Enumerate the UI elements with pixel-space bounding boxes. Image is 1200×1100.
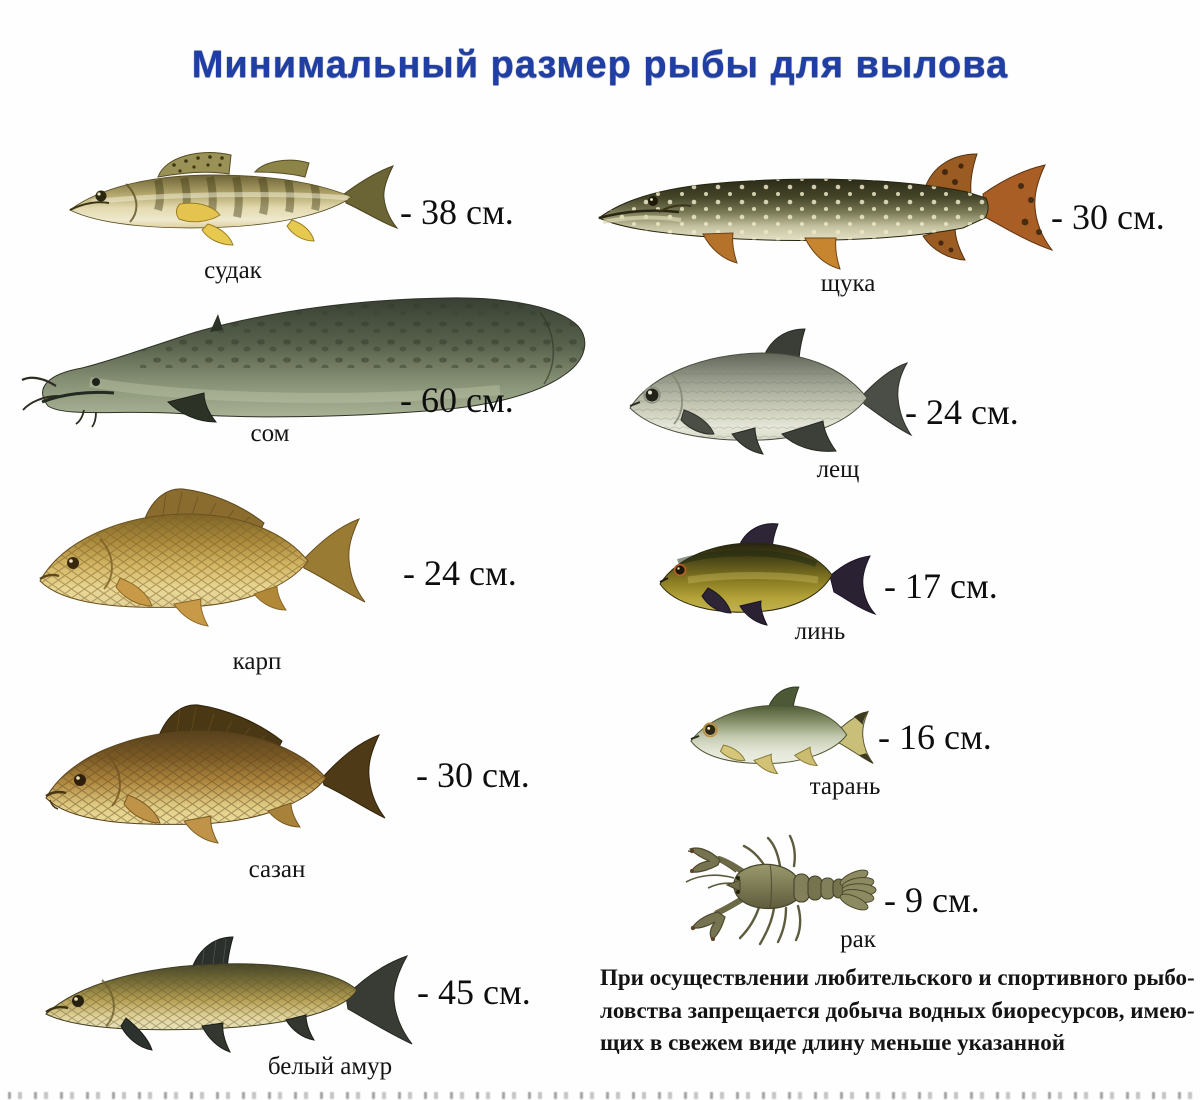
fish-size-sazan: - 30 см. bbox=[416, 755, 530, 795]
fish-size-bely-amur: - 45 см. bbox=[417, 972, 531, 1012]
fish-size-som: - 60 см. bbox=[400, 380, 514, 420]
som-fish-illustration bbox=[21, 297, 586, 428]
lin-figure bbox=[648, 518, 883, 640]
fish-name-karp: карп bbox=[232, 648, 282, 675]
bely-amur-figure bbox=[36, 926, 436, 1076]
fish-name-shchuka: щука bbox=[820, 270, 876, 297]
leshch-figure bbox=[616, 326, 916, 471]
sudak-fish-illustration bbox=[69, 152, 399, 246]
shchuka-figure bbox=[593, 138, 1058, 293]
fish-size-taran: - 16 см. bbox=[878, 717, 992, 757]
fish-size-shchuka: - 30 см. bbox=[1051, 197, 1165, 237]
karp-fish-illustration bbox=[39, 488, 366, 627]
fish-name-leshch: лещ bbox=[816, 456, 860, 483]
fish-size-sudak: - 38 см. bbox=[400, 192, 514, 232]
taran-figure bbox=[682, 682, 877, 794]
shchuka-fish-illustration bbox=[598, 153, 1054, 270]
cutoff-text-strip bbox=[8, 1092, 1192, 1099]
sazan-figure bbox=[30, 696, 425, 866]
fish-size-leshch: - 24 см. bbox=[905, 392, 1019, 432]
lin-fish-illustration bbox=[659, 523, 877, 626]
rak-crayfish-illustration bbox=[685, 834, 877, 946]
fish-name-som: сом bbox=[250, 420, 290, 447]
footnote-line-1: При осуществлении любительского и спорти… bbox=[600, 965, 1195, 990]
fish-size-karp: - 24 см. bbox=[403, 553, 517, 593]
fish-name-bely-amur: белый амур bbox=[267, 1053, 393, 1080]
karp-figure bbox=[26, 481, 401, 651]
fish-name-rak: рак bbox=[840, 926, 876, 953]
footnote-line-2: ловства запрещается добыча водных биорес… bbox=[600, 997, 1195, 1023]
footnote-line-3: щих в свежем виде длину меньше указанной bbox=[600, 1030, 1066, 1056]
leshch-fish-illustration bbox=[629, 328, 913, 455]
fish-name-sazan: сазан bbox=[248, 856, 306, 883]
footnote: При осуществлении любительского и спорти… bbox=[600, 962, 1195, 1060]
fish-size-lin: - 17 см. bbox=[884, 566, 998, 606]
bely-amur-fish-illustration bbox=[45, 936, 413, 1053]
fish-size-rak: - 9 см. bbox=[884, 880, 980, 920]
fish-name-lin: линь bbox=[794, 618, 846, 645]
rak-figure bbox=[682, 832, 877, 952]
taran-fish-illustration bbox=[690, 686, 874, 775]
page-title: Минимальный размер рыбы для вылова bbox=[191, 44, 1009, 86]
sudak-figure bbox=[62, 132, 402, 262]
fish-name-sudak: судак bbox=[204, 257, 262, 284]
sazan-fish-illustration bbox=[45, 704, 386, 844]
som-figure bbox=[20, 282, 600, 447]
fish-name-taran: тарань bbox=[809, 773, 881, 800]
